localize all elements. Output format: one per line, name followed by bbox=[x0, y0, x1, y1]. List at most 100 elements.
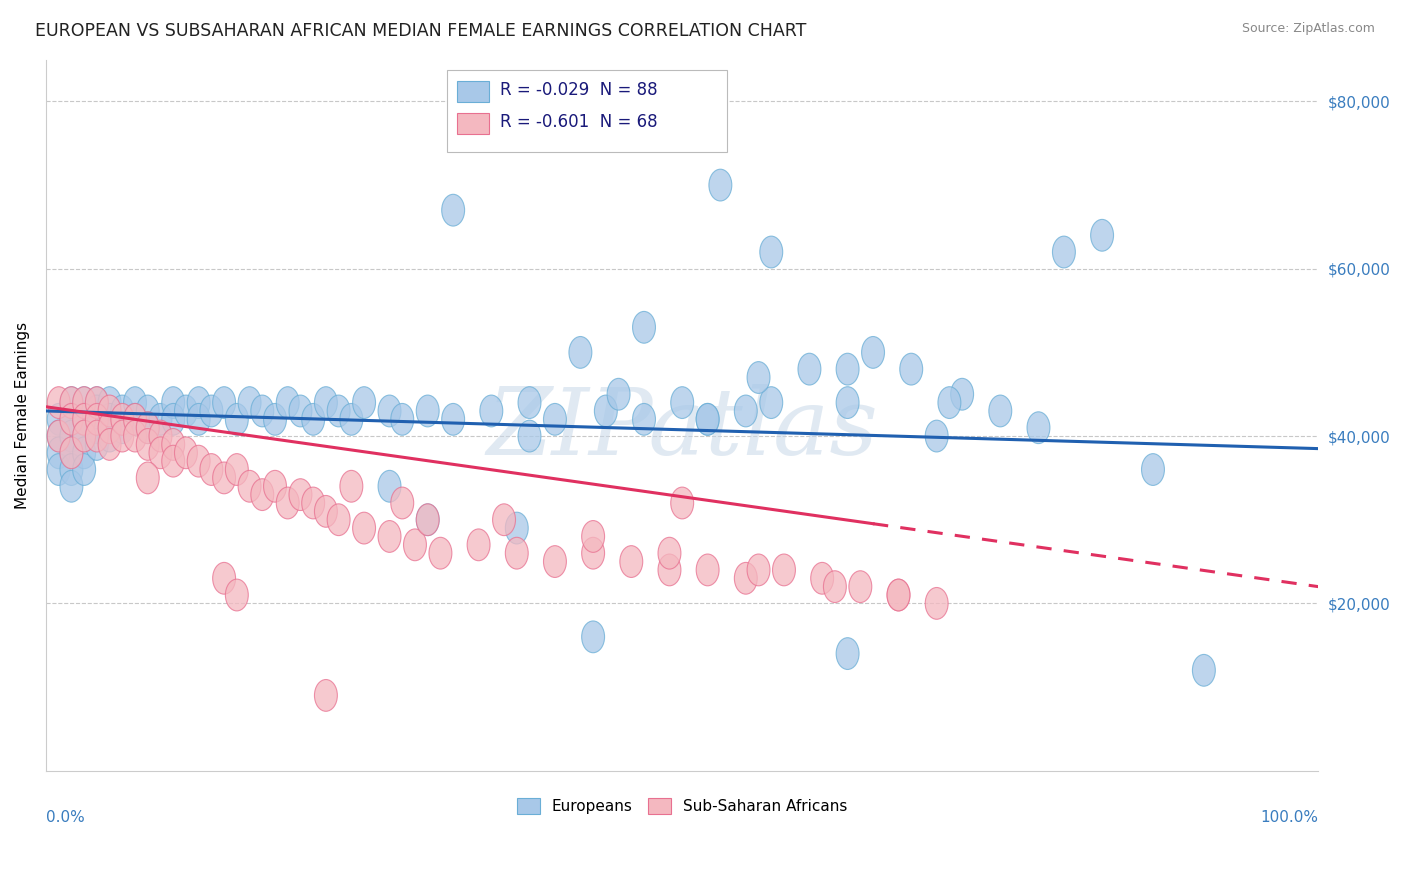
Ellipse shape bbox=[73, 403, 96, 435]
Ellipse shape bbox=[86, 420, 108, 452]
Ellipse shape bbox=[492, 504, 516, 535]
Ellipse shape bbox=[48, 420, 70, 452]
Ellipse shape bbox=[582, 621, 605, 653]
Ellipse shape bbox=[60, 403, 83, 435]
Ellipse shape bbox=[837, 387, 859, 418]
Ellipse shape bbox=[569, 336, 592, 368]
Ellipse shape bbox=[124, 403, 146, 435]
Ellipse shape bbox=[607, 378, 630, 410]
Ellipse shape bbox=[187, 403, 209, 435]
Ellipse shape bbox=[111, 420, 134, 452]
Ellipse shape bbox=[429, 537, 451, 569]
Ellipse shape bbox=[938, 387, 960, 418]
Ellipse shape bbox=[747, 554, 770, 586]
Text: R = -0.601  N = 68: R = -0.601 N = 68 bbox=[501, 113, 658, 131]
Ellipse shape bbox=[48, 420, 70, 452]
Ellipse shape bbox=[862, 336, 884, 368]
Ellipse shape bbox=[98, 387, 121, 418]
Ellipse shape bbox=[263, 470, 287, 502]
Ellipse shape bbox=[48, 454, 70, 485]
Ellipse shape bbox=[73, 437, 96, 468]
Ellipse shape bbox=[60, 387, 83, 418]
Ellipse shape bbox=[162, 403, 184, 435]
Ellipse shape bbox=[900, 353, 922, 385]
Ellipse shape bbox=[772, 554, 796, 586]
Ellipse shape bbox=[416, 504, 439, 535]
Ellipse shape bbox=[73, 454, 96, 485]
Ellipse shape bbox=[212, 387, 236, 418]
Ellipse shape bbox=[111, 395, 134, 427]
Ellipse shape bbox=[734, 395, 758, 427]
Ellipse shape bbox=[633, 311, 655, 343]
Ellipse shape bbox=[353, 387, 375, 418]
Ellipse shape bbox=[263, 403, 287, 435]
Ellipse shape bbox=[174, 437, 197, 468]
Ellipse shape bbox=[124, 420, 146, 452]
Ellipse shape bbox=[60, 454, 83, 485]
Ellipse shape bbox=[60, 420, 83, 452]
Ellipse shape bbox=[1142, 454, 1164, 485]
Ellipse shape bbox=[86, 428, 108, 460]
Ellipse shape bbox=[200, 395, 222, 427]
Ellipse shape bbox=[467, 529, 491, 561]
Text: 100.0%: 100.0% bbox=[1260, 810, 1319, 825]
Ellipse shape bbox=[340, 403, 363, 435]
Ellipse shape bbox=[73, 387, 96, 418]
Ellipse shape bbox=[658, 554, 681, 586]
Ellipse shape bbox=[1091, 219, 1114, 252]
Ellipse shape bbox=[86, 395, 108, 427]
Ellipse shape bbox=[479, 395, 503, 427]
Ellipse shape bbox=[378, 470, 401, 502]
Text: 0.0%: 0.0% bbox=[46, 810, 84, 825]
Ellipse shape bbox=[111, 412, 134, 443]
Ellipse shape bbox=[111, 403, 134, 435]
Ellipse shape bbox=[86, 387, 108, 418]
Ellipse shape bbox=[340, 470, 363, 502]
Ellipse shape bbox=[441, 194, 464, 226]
Ellipse shape bbox=[391, 487, 413, 519]
Ellipse shape bbox=[86, 387, 108, 418]
Ellipse shape bbox=[124, 403, 146, 435]
Ellipse shape bbox=[671, 487, 693, 519]
Ellipse shape bbox=[950, 378, 973, 410]
Ellipse shape bbox=[212, 462, 236, 494]
Ellipse shape bbox=[149, 437, 172, 468]
Ellipse shape bbox=[250, 479, 274, 510]
Ellipse shape bbox=[73, 420, 96, 452]
Ellipse shape bbox=[633, 403, 655, 435]
Ellipse shape bbox=[620, 546, 643, 577]
Ellipse shape bbox=[60, 403, 83, 435]
Ellipse shape bbox=[759, 387, 783, 418]
Ellipse shape bbox=[86, 403, 108, 435]
Ellipse shape bbox=[277, 387, 299, 418]
Ellipse shape bbox=[441, 403, 464, 435]
Ellipse shape bbox=[98, 420, 121, 452]
Ellipse shape bbox=[136, 395, 159, 427]
Ellipse shape bbox=[582, 521, 605, 552]
Ellipse shape bbox=[505, 537, 529, 569]
Ellipse shape bbox=[517, 420, 541, 452]
Ellipse shape bbox=[98, 403, 121, 435]
Ellipse shape bbox=[849, 571, 872, 603]
Ellipse shape bbox=[174, 395, 197, 427]
FancyBboxPatch shape bbox=[457, 81, 489, 103]
Ellipse shape bbox=[162, 387, 184, 418]
Ellipse shape bbox=[416, 504, 439, 535]
Ellipse shape bbox=[136, 412, 159, 443]
Ellipse shape bbox=[124, 387, 146, 418]
Text: EUROPEAN VS SUBSAHARAN AFRICAN MEDIAN FEMALE EARNINGS CORRELATION CHART: EUROPEAN VS SUBSAHARAN AFRICAN MEDIAN FE… bbox=[35, 22, 807, 40]
Ellipse shape bbox=[315, 680, 337, 711]
Ellipse shape bbox=[302, 487, 325, 519]
Ellipse shape bbox=[225, 454, 249, 485]
Ellipse shape bbox=[799, 353, 821, 385]
Ellipse shape bbox=[811, 562, 834, 594]
FancyBboxPatch shape bbox=[447, 70, 727, 152]
Ellipse shape bbox=[328, 504, 350, 535]
Ellipse shape bbox=[505, 512, 529, 544]
Ellipse shape bbox=[73, 420, 96, 452]
Ellipse shape bbox=[824, 571, 846, 603]
Ellipse shape bbox=[988, 395, 1012, 427]
Ellipse shape bbox=[315, 387, 337, 418]
Ellipse shape bbox=[86, 412, 108, 443]
Ellipse shape bbox=[1192, 655, 1215, 686]
